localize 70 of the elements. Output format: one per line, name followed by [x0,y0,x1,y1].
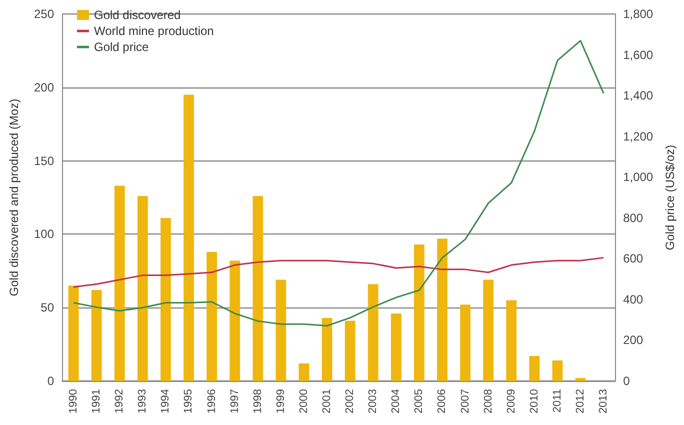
y2-tick-label: 400 [623,292,644,306]
bar [483,280,494,381]
y-axis-title: Gold discovered and produced (Moz) [7,98,21,296]
x-tick-label: 1993 [136,389,149,414]
x-tick-label: 1999 [274,389,287,414]
legend-label: World mine production [94,24,214,38]
legend-label: Gold discovered [94,8,181,22]
y-tick-label: 150 [34,154,54,168]
bar [298,363,310,381]
y-tick-label: 100 [34,227,54,242]
bar [206,252,217,381]
bar [91,290,102,381]
y-tick-label: 200 [34,80,54,94]
bar [506,300,517,381]
y-tick-label: 50 [40,300,54,315]
bar [529,356,540,381]
bar [414,244,424,381]
x-tick-label: 1997 [228,389,241,414]
y-tick-label: 250 [34,7,54,21]
bar [114,186,125,381]
bar [184,94,194,381]
x-tick-label: 2008 [482,389,494,414]
x-tick-label: 2006 [436,389,448,414]
bar [368,284,378,381]
y2-tick-label: 1,000 [623,170,654,184]
bar [437,238,448,381]
bar [575,378,586,381]
x-tick-label: 1995 [182,389,195,414]
x-tick-label: 2010 [528,389,540,414]
x-tick-label: 2011 [551,389,564,413]
bar [68,286,79,381]
x-tick-label: 1998 [252,389,264,414]
y-tick-label: 0 [47,374,54,388]
bar [552,360,563,381]
bar [344,320,356,381]
y2-tick-label: 800 [623,210,644,225]
x-tick-label: 1992 [114,389,126,414]
bar [460,304,470,381]
y2-tick-label: 600 [623,252,644,266]
y2-tick-label: 1,600 [623,48,654,62]
bar [230,260,240,381]
bar [252,196,264,381]
x-tick-label: 2002 [344,389,356,414]
x-tick-label: 2007 [459,389,472,414]
x-tick-label: 2013 [598,389,610,414]
x-tick-label: 2012 [574,389,587,414]
x-tick-label: 2001 [321,389,334,414]
bar [137,196,148,381]
y2-tick-label: 1,200 [623,129,654,144]
bar [390,313,402,381]
bar [322,318,332,381]
bar [160,218,171,381]
x-tick-label: 1994 [160,389,172,414]
legend-label: Gold price [94,40,150,54]
x-tick-label: 2003 [367,389,380,414]
y2-tick-label: 1,400 [623,88,654,103]
y2-tick-label: 0 [623,374,630,388]
x-tick-label: 2005 [413,389,426,414]
x-tick-label: 1996 [206,389,218,414]
y2-axis-title: Gold price (US$/oz) [663,144,677,250]
x-tick-label: 2004 [390,389,402,414]
line-series [72,40,604,326]
x-tick-label: 2009 [505,389,518,414]
x-tick-label: 1990 [68,389,80,414]
bar [276,280,286,381]
x-tick-label: 1991 [90,389,103,414]
y2-tick-label: 200 [623,333,644,348]
x-tick-label: 2000 [298,389,310,414]
line-series [72,256,604,288]
y2-tick-label: 1,800 [623,7,654,21]
